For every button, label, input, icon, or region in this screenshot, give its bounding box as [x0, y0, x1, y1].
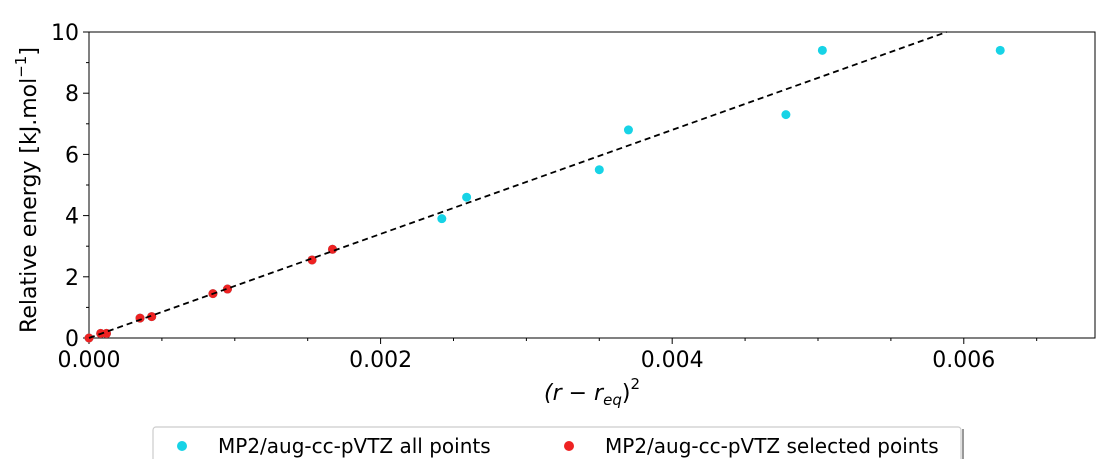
legend-box: [152, 426, 962, 459]
scatter-point-all: [437, 214, 447, 224]
y-tick-label: 2: [65, 266, 79, 291]
scatter-point-all: [594, 165, 604, 175]
x-axis-label: (r − req)2: [544, 375, 640, 409]
scatter-point-selected: [147, 312, 157, 322]
y-tick-label: 0: [65, 327, 79, 352]
series-1: [84, 244, 337, 343]
fit-line: [88, 31, 947, 339]
scatter-point-selected: [223, 284, 233, 294]
x-axis-label-tail: ): [622, 381, 631, 406]
x-tick-label: 0.006: [932, 348, 995, 373]
x-axis-label-superscript: 2: [630, 375, 640, 393]
x-axis-label-base: (r − r: [544, 381, 605, 406]
legend-label-all-points: MP2/aug-cc-pVTZ all points: [218, 434, 491, 458]
scatter-point-selected: [327, 244, 337, 254]
legend-marker-all-points: [177, 441, 187, 451]
x-tick-label: 0.004: [641, 348, 704, 373]
x-tick-label: 0.000: [58, 348, 121, 373]
y-axis-label-tail: ]: [17, 47, 42, 56]
scatter-point-all: [781, 110, 791, 120]
x-tick-label: 0.002: [349, 348, 412, 373]
y-axis-ticks: 0 2 4 6 8 10: [51, 21, 89, 352]
legend-marker-selected-points: [564, 441, 574, 451]
legend-label-selected-points: MP2/aug-cc-pVTZ selected points: [605, 434, 939, 458]
series-0: [84, 45, 1005, 343]
y-axis-label-base: Relative energy [kJ.mol: [17, 78, 42, 333]
plot-area: 0.000 0.002 0.004 0.006 0 2 4 6 8 10: [51, 21, 1096, 373]
x-axis-label-subscript: eq: [603, 391, 622, 409]
scatter-point-all: [462, 192, 472, 202]
y-tick-label: 8: [65, 82, 79, 107]
scatter-point-all: [623, 125, 633, 135]
y-tick-label: 10: [51, 21, 79, 46]
x-axis-ticks: 0.000 0.002 0.004 0.006: [58, 338, 1038, 373]
y-tick-label: 6: [65, 143, 79, 168]
scatter-point-all: [995, 45, 1005, 55]
y-axis-label: Relative energy [kJ.mol−1]: [12, 47, 42, 333]
plot-frame: [88, 31, 1096, 339]
scatter-point-all: [817, 45, 827, 55]
series-layer: [84, 31, 1005, 343]
legend: MP2/aug-cc-pVTZ all points MP2/aug-cc-pV…: [152, 426, 964, 459]
scatter-point-selected: [307, 255, 317, 265]
y-tick-label: 4: [65, 205, 79, 230]
y-axis-label-superscript: −1: [12, 56, 30, 78]
